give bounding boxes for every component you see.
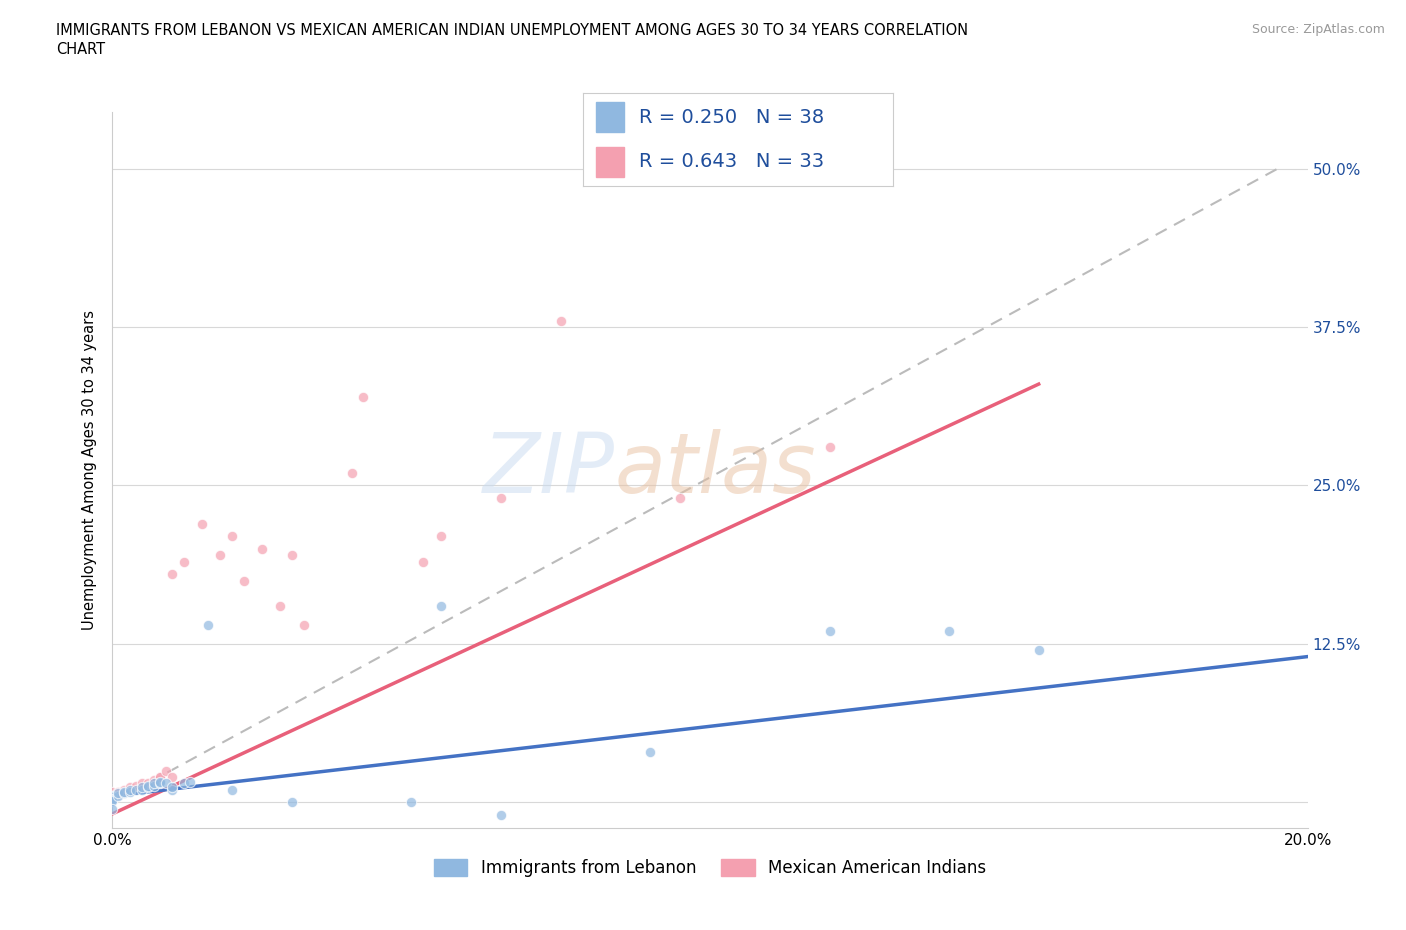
Point bbox=[143, 776, 166, 790]
Point bbox=[1028, 643, 1050, 658]
Point bbox=[143, 778, 166, 793]
Point bbox=[489, 807, 512, 822]
Point bbox=[292, 618, 315, 632]
Point bbox=[162, 769, 183, 784]
Point bbox=[138, 776, 160, 790]
Point bbox=[938, 624, 960, 639]
Point bbox=[162, 566, 183, 581]
Point bbox=[818, 440, 841, 455]
Point bbox=[131, 776, 153, 790]
Point bbox=[197, 618, 219, 632]
Point bbox=[101, 792, 124, 807]
Bar bbox=[596, 147, 624, 177]
Legend: Immigrants from Lebanon, Mexican American Indians: Immigrants from Lebanon, Mexican America… bbox=[427, 852, 993, 883]
Point bbox=[281, 548, 304, 563]
Point bbox=[120, 782, 142, 797]
Point bbox=[155, 776, 177, 790]
Point bbox=[155, 764, 177, 778]
Point bbox=[131, 778, 153, 793]
Point bbox=[149, 769, 172, 784]
Point bbox=[107, 786, 129, 801]
Point bbox=[489, 491, 512, 506]
Point bbox=[101, 788, 124, 803]
Point bbox=[149, 775, 172, 790]
Point bbox=[120, 779, 142, 794]
Point bbox=[101, 790, 124, 804]
Point bbox=[818, 624, 841, 639]
Point bbox=[138, 779, 160, 794]
Point bbox=[120, 785, 142, 800]
Point bbox=[209, 548, 232, 563]
Point bbox=[138, 778, 160, 793]
Point bbox=[101, 802, 124, 817]
Point bbox=[550, 313, 572, 328]
Point bbox=[101, 789, 124, 804]
Point bbox=[131, 782, 153, 797]
Point bbox=[162, 782, 183, 797]
Point bbox=[114, 785, 135, 800]
Point bbox=[669, 491, 692, 506]
Point bbox=[401, 795, 423, 810]
Point bbox=[340, 465, 363, 480]
Text: Source: ZipAtlas.com: Source: ZipAtlas.com bbox=[1251, 23, 1385, 36]
Point bbox=[221, 529, 243, 544]
Point bbox=[101, 793, 124, 808]
Point bbox=[143, 772, 166, 787]
Point bbox=[125, 778, 148, 793]
Point bbox=[107, 785, 129, 800]
Text: atlas: atlas bbox=[614, 429, 815, 511]
Point bbox=[101, 785, 124, 800]
Point bbox=[233, 573, 256, 588]
Point bbox=[101, 789, 124, 804]
Point bbox=[221, 782, 243, 797]
Point bbox=[162, 779, 183, 794]
Text: IMMIGRANTS FROM LEBANON VS MEXICAN AMERICAN INDIAN UNEMPLOYMENT AMONG AGES 30 TO: IMMIGRANTS FROM LEBANON VS MEXICAN AMERI… bbox=[56, 23, 969, 38]
Point bbox=[173, 776, 195, 790]
Point bbox=[101, 789, 124, 804]
Point bbox=[353, 390, 375, 405]
Point bbox=[430, 599, 453, 614]
Bar bbox=[596, 102, 624, 132]
Text: R = 0.250   N = 38: R = 0.250 N = 38 bbox=[640, 108, 824, 126]
Point bbox=[412, 554, 434, 569]
Point bbox=[107, 789, 129, 804]
Point bbox=[173, 554, 195, 569]
Text: CHART: CHART bbox=[56, 42, 105, 57]
Text: R = 0.643   N = 33: R = 0.643 N = 33 bbox=[640, 153, 824, 171]
Point bbox=[149, 769, 172, 784]
Point bbox=[125, 782, 148, 797]
Point bbox=[101, 791, 124, 806]
Point bbox=[131, 779, 153, 794]
Point bbox=[149, 776, 172, 790]
Point bbox=[430, 529, 453, 544]
Point bbox=[640, 744, 662, 759]
Point bbox=[281, 795, 304, 810]
Point bbox=[269, 599, 291, 614]
Text: ZIP: ZIP bbox=[482, 429, 614, 511]
Point bbox=[191, 516, 214, 531]
Point bbox=[250, 541, 273, 556]
Y-axis label: Unemployment Among Ages 30 to 34 years: Unemployment Among Ages 30 to 34 years bbox=[82, 310, 97, 630]
Point bbox=[114, 782, 135, 797]
Point bbox=[179, 775, 201, 790]
Point bbox=[114, 786, 135, 801]
Point bbox=[101, 791, 124, 806]
